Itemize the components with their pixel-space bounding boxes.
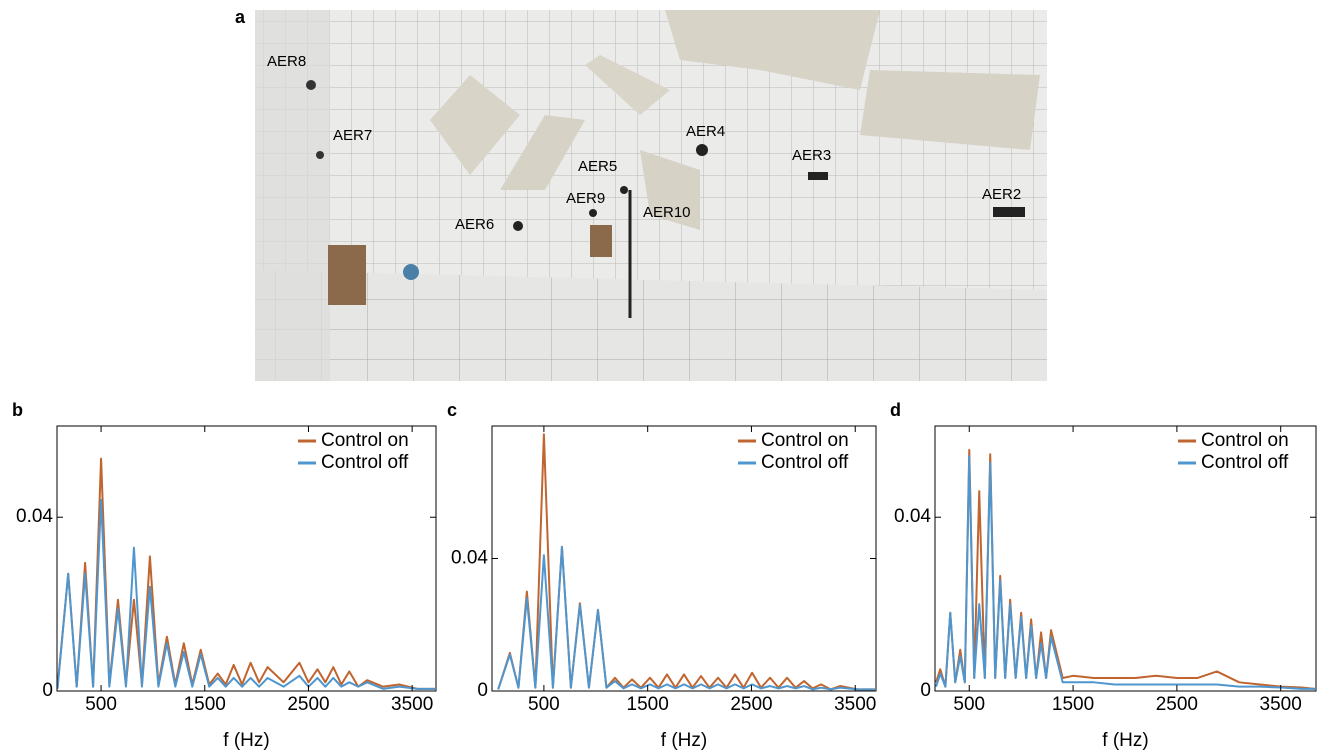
spectrum-chart: c 0 0.04 500 1500 2500 3500 f (Hz) Control onCon… (447, 400, 877, 751)
mic-label: AER8 (267, 53, 306, 70)
x-tick-label: 3500 (834, 694, 876, 715)
mic-label: AER5 (578, 158, 617, 175)
series-line (497, 545, 875, 691)
mic-label: AER4 (686, 123, 725, 140)
y-tick-label: 0 (477, 680, 488, 701)
x-tick-label: 1500 (1052, 694, 1094, 715)
axes-frame (934, 425, 1317, 692)
spectrum-chart: b 0 0.04 500 1500 2500 3500 f (Hz) Control onCon… (12, 400, 437, 751)
mic-label: AER2 (982, 186, 1021, 203)
plot-area (497, 433, 875, 691)
legend-label: Control on (1201, 430, 1289, 451)
x-axis-label: f (Hz) (223, 730, 269, 751)
x-axis-label: f (Hz) (661, 730, 707, 751)
legend-label: Control on (761, 430, 849, 451)
y-tick-label: 0 (920, 680, 931, 701)
legend-label: Control off (761, 452, 849, 473)
x-tick-label: 2500 (1156, 694, 1198, 715)
x-tick-label: 2500 (287, 694, 329, 715)
y-tick-label: 0.04 (894, 506, 931, 527)
y-tick-label: 0.04 (451, 548, 488, 569)
panel-label: a (235, 7, 246, 27)
x-tick-label: 500 (528, 694, 560, 715)
panel-label: d (890, 400, 901, 420)
y-tick-label: 0 (42, 680, 53, 701)
mic-label: AER9 (566, 190, 605, 207)
series-line (57, 498, 435, 690)
axes-frame (56, 425, 437, 692)
x-tick-label: 500 (85, 694, 117, 715)
plot-area (57, 457, 435, 690)
x-tick-label: 500 (953, 694, 985, 715)
spectrum-chart: d 0 0.04 500 1500 2500 3500 f (Hz) Control onCon… (890, 400, 1317, 751)
photo-annotations: AER8 AER7 AER6 AER5 AER9 AER10 AER4 AER3… (267, 53, 1021, 233)
y-tick-label: 0.04 (16, 506, 53, 527)
legend-label: Control on (321, 430, 409, 451)
mic-label: AER10 (643, 204, 691, 221)
mic-label: AER6 (455, 216, 494, 233)
x-axis-label: f (Hz) (1102, 730, 1148, 751)
series-line (935, 455, 1315, 690)
x-tick-label: 3500 (1260, 694, 1302, 715)
series-line (57, 457, 435, 690)
photo (255, 10, 1047, 381)
x-tick-label: 3500 (391, 694, 433, 715)
mic-label: AER3 (792, 147, 831, 164)
x-tick-label: 2500 (730, 694, 772, 715)
x-tick-label: 1500 (627, 694, 669, 715)
mic-label: AER7 (333, 127, 372, 144)
panel-label: b (12, 400, 23, 420)
legend-label: Control off (321, 452, 409, 473)
panel-label: c (447, 400, 457, 420)
plot-area (935, 448, 1316, 690)
x-tick-label: 1500 (184, 694, 226, 715)
legend-label: Control off (1201, 452, 1289, 473)
